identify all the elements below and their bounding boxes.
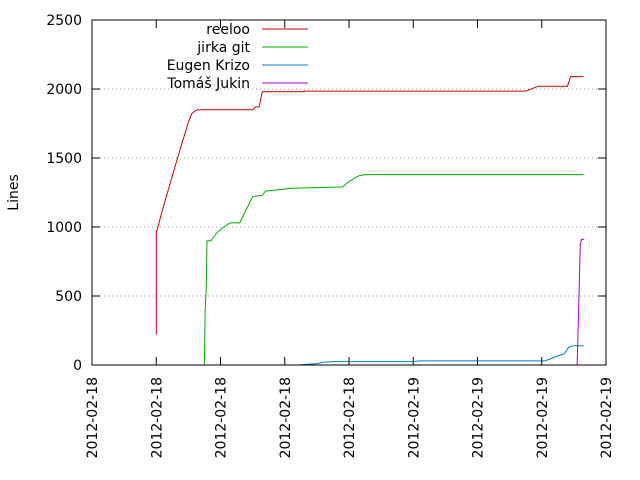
series-line (297, 345, 584, 366)
y-tick-label: 1500 (46, 151, 82, 167)
legend-label: Eugen Krizo (167, 58, 250, 74)
series-lines (155, 76, 585, 366)
y-axis-label: Lines (6, 174, 22, 210)
legend: reeloo jirka git Eugen Krizo Tomáš Jukin (166, 22, 308, 92)
x-tick-label: 2012-02-18 (214, 377, 230, 458)
grid-lines (92, 88, 606, 297)
series-line (155, 76, 584, 335)
series-line (201, 174, 584, 366)
y-tick-label: 500 (55, 289, 82, 305)
x-tick-label: 2012-02-19 (406, 377, 422, 458)
legend-label: Tomáš Jukin (166, 76, 250, 92)
y-tick-label: 0 (73, 358, 82, 374)
x-tick-label: 2012-02-18 (342, 377, 358, 458)
y-tick-label: 2000 (46, 82, 82, 98)
x-tick-label: 2012-02-19 (471, 377, 487, 458)
y-tick-label: 1000 (46, 220, 82, 236)
x-tick-label: 2012-02-18 (278, 377, 294, 458)
legend-label: reeloo (206, 22, 250, 38)
x-tick-label: 2012-02-19 (599, 377, 615, 458)
x-tick-label: 2012-02-18 (149, 377, 165, 458)
x-axis: 2012-02-18 2012-02-18 2012-02-18 2012-02-18… (85, 20, 615, 458)
x-tick-label: 2012-02-19 (535, 377, 551, 458)
x-tick-label: 2012-02-18 (85, 377, 101, 458)
y-tick-label: 2500 (46, 13, 82, 29)
legend-label: jirka git (196, 40, 250, 56)
y-axis: 0 500 1000 1500 2000 2500 (46, 13, 606, 374)
